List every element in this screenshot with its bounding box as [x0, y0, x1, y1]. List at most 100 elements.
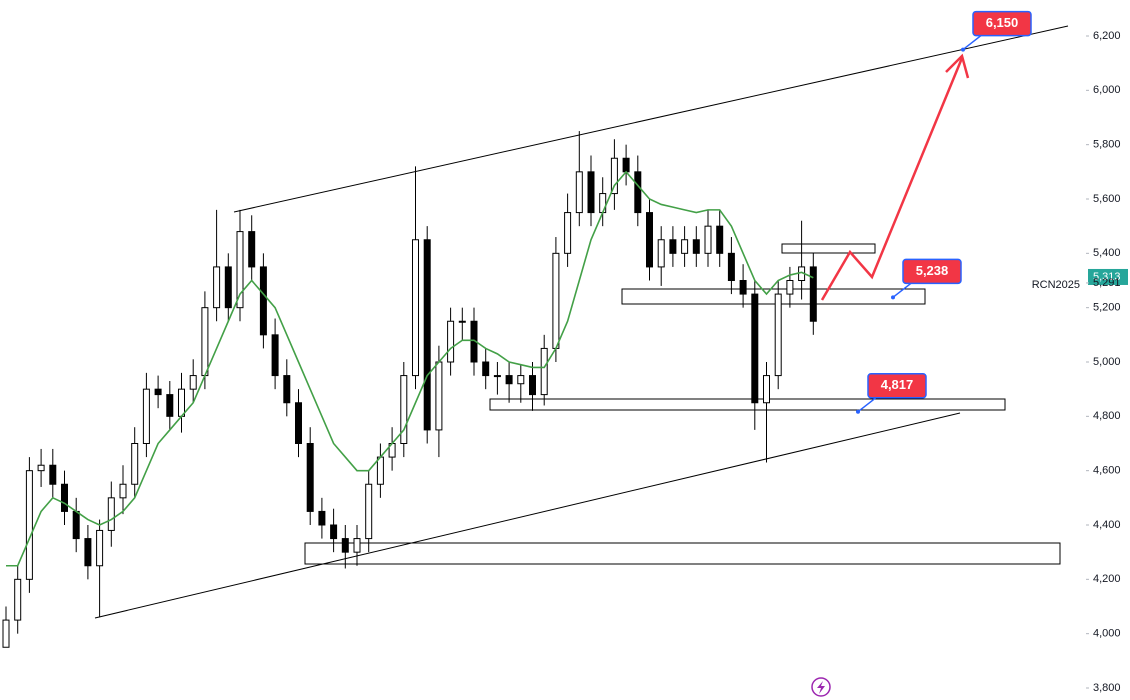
candle-body	[119, 483, 127, 499]
candle-body	[505, 375, 513, 385]
candle-body	[330, 524, 338, 540]
candle-body	[646, 212, 653, 268]
zone	[621, 288, 926, 305]
candle-body	[84, 538, 92, 567]
candle-body	[72, 510, 80, 540]
y-tick-label: 5,800	[1093, 139, 1121, 151]
candle-body	[482, 361, 490, 377]
candle-body	[517, 375, 525, 385]
candle-body	[447, 320, 455, 363]
annotation-box	[972, 10, 1032, 37]
candle-body	[657, 239, 665, 268]
candle-body	[259, 266, 267, 336]
candle-body	[435, 361, 443, 431]
candle-body	[587, 171, 595, 214]
candle-body	[552, 252, 560, 349]
projection-arrow	[820, 57, 964, 301]
candle-body	[271, 334, 279, 377]
candle-body	[809, 266, 817, 322]
candle-body	[201, 307, 209, 377]
candle-body	[763, 375, 770, 404]
y-tick-label: 5,400	[1093, 247, 1121, 259]
y-tick-label: 6,200	[1093, 30, 1121, 42]
candle-body	[575, 171, 583, 214]
candle-body	[716, 225, 724, 254]
y-tick-label: 5,200	[1093, 302, 1121, 314]
annotation-point	[891, 295, 895, 300]
moving-average	[6, 170, 814, 567]
candle-body	[2, 619, 10, 648]
y-tick-label: 4,400	[1093, 519, 1121, 531]
candle-body	[376, 456, 384, 485]
support-zones	[304, 243, 1061, 565]
candle-body	[669, 239, 677, 254]
candle-body	[166, 394, 174, 417]
annotation-leader	[962, 34, 982, 51]
annotation-leader	[857, 397, 877, 413]
y-tick-label: 5,000	[1093, 356, 1121, 368]
candle-body	[610, 157, 618, 195]
zone	[489, 398, 1006, 411]
annotation-label: 5,238	[916, 263, 949, 278]
candle-body	[458, 320, 466, 323]
candle-body	[14, 578, 22, 621]
candle-body	[704, 225, 712, 254]
candle-body	[493, 375, 501, 378]
candle-body	[564, 212, 572, 254]
candle-body	[681, 239, 689, 254]
candle-body	[727, 252, 735, 281]
candle-body	[49, 464, 57, 485]
candle-body	[96, 529, 104, 567]
reference-price-label: 5,291	[1093, 277, 1121, 289]
y-tick-label: 4,800	[1093, 410, 1121, 422]
candle-body	[178, 388, 185, 417]
candle-body	[412, 239, 419, 377]
annotation-point	[961, 47, 965, 52]
candle-body	[142, 388, 150, 444]
candle-body	[692, 239, 700, 254]
candle-body	[365, 483, 373, 540]
candle-body	[37, 464, 45, 472]
symbol-label: RCN2025	[1032, 279, 1080, 291]
lower-trendline	[94, 412, 961, 619]
candle-body	[634, 171, 642, 214]
candle-body	[400, 375, 408, 445]
candle-body	[107, 497, 115, 531]
candle-body	[774, 293, 782, 377]
y-tick-label: 4,200	[1093, 573, 1121, 585]
candle-body	[189, 375, 197, 390]
candle-body	[295, 402, 302, 444]
candle-body	[154, 388, 162, 396]
candle-body	[213, 266, 221, 309]
candle-body	[236, 231, 244, 309]
candle-body	[25, 470, 33, 580]
arrow-head	[945, 53, 970, 79]
candle-body	[599, 193, 607, 214]
y-tick-label: 6,000	[1093, 84, 1121, 96]
candle-body	[248, 231, 256, 268]
candle-body	[306, 443, 314, 512]
candle-body	[131, 443, 139, 485]
flash-icon[interactable]	[811, 677, 831, 697]
plot	[2, 131, 817, 648]
candle-body	[529, 375, 536, 396]
candle-body	[353, 538, 361, 553]
candle-body	[283, 375, 291, 404]
candle-body	[751, 293, 759, 404]
candle-body	[786, 280, 794, 295]
annotation-box	[902, 258, 962, 285]
candle-body	[61, 483, 68, 512]
candle-body	[622, 157, 630, 173]
last-price-label: 5,313	[1093, 271, 1121, 283]
candle-body	[423, 239, 431, 431]
y-tick-label: 4,000	[1093, 628, 1121, 640]
candle-body	[739, 280, 747, 295]
annotation-label: 4,817	[881, 377, 914, 392]
y-tick-label: 3,800	[1093, 682, 1121, 694]
annotation-box	[867, 372, 927, 399]
flash-bolt	[817, 681, 825, 694]
last-price-tag	[1088, 268, 1128, 285]
annotation-leader	[892, 282, 912, 298]
